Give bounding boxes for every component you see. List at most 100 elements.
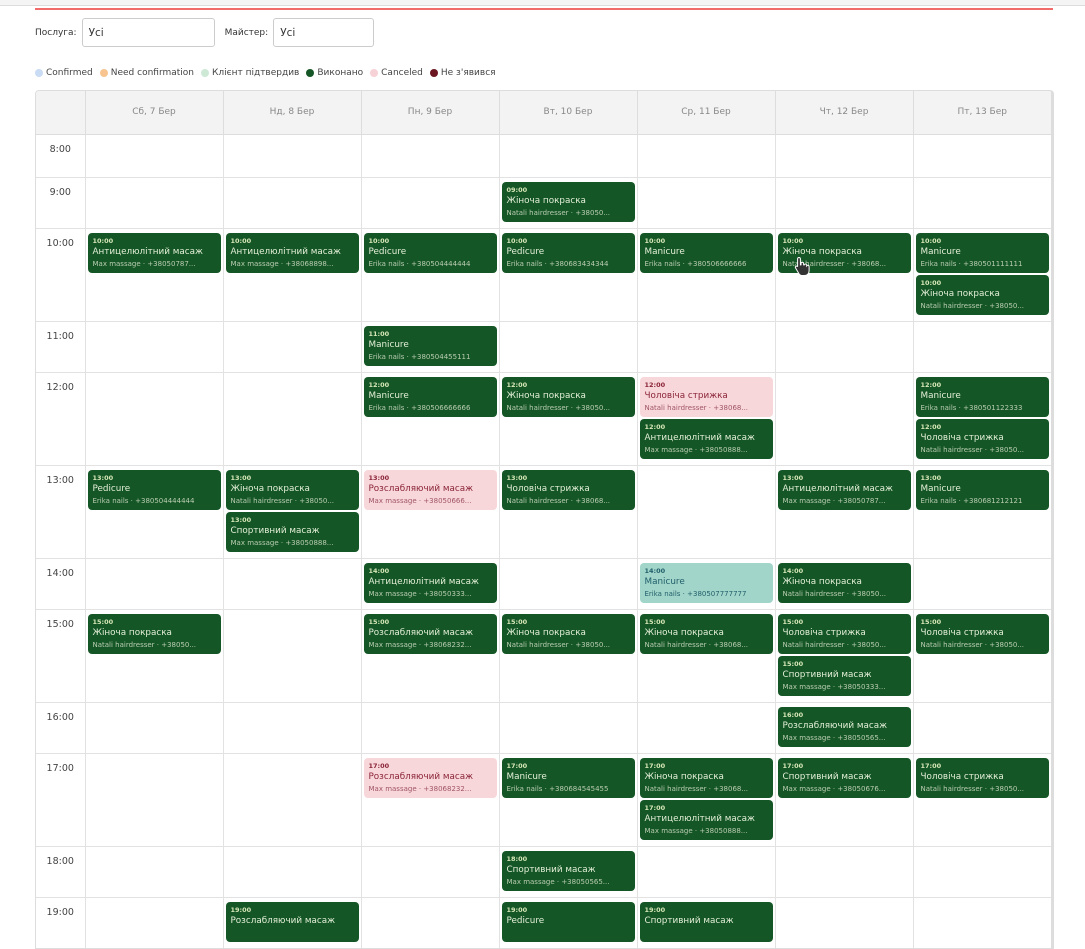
appointment-card[interactable]: 10:00 Manicure Erika nails · +380506666666 xyxy=(639,232,773,273)
calendar-slot[interactable] xyxy=(360,845,499,897)
calendar-slot[interactable] xyxy=(774,371,913,465)
calendar-slot[interactable] xyxy=(498,320,637,372)
calendar-slot[interactable] xyxy=(84,320,223,372)
service-filter-select[interactable]: Усі xyxy=(81,18,215,47)
calendar-slot[interactable]: 12:00 Manicure Erika nails · +380506666666 xyxy=(360,371,499,465)
calendar-slot[interactable] xyxy=(498,133,637,177)
calendar-slot[interactable]: 15:00 Розслабляючий масаж Max massage · +3… xyxy=(360,608,499,702)
calendar-slot[interactable]: 16:00 Розслабляючий масаж Max massage · +3… xyxy=(774,701,913,753)
calendar-slot[interactable] xyxy=(222,133,361,177)
calendar-slot[interactable]: 12:00 Чоловіча стрижка Natali hairdresser … xyxy=(636,371,775,465)
calendar-slot[interactable] xyxy=(84,845,223,897)
appointment-card[interactable]: 19:00 Спортивний масаж xyxy=(639,901,773,942)
calendar-slot[interactable] xyxy=(774,176,913,228)
calendar-slot[interactable] xyxy=(912,557,1051,609)
calendar-slot[interactable]: 13:00 Manicure Erika nails · +380681212121 xyxy=(912,464,1051,558)
calendar-slot[interactable]: 12:00 Manicure Erika nails · +380501122333… xyxy=(912,371,1051,465)
appointment-card[interactable]: 14:00 Антицелюлітний масаж Max massage · +… xyxy=(363,562,497,603)
calendar-slot[interactable] xyxy=(84,176,223,228)
appointment-card[interactable]: 13:00 Спортивний масаж Max massage · +3805… xyxy=(225,511,359,552)
calendar-slot[interactable] xyxy=(222,845,361,897)
appointment-card[interactable]: 15:00 Розслабляючий масаж Max massage · +3… xyxy=(363,613,497,654)
calendar-slot[interactable] xyxy=(912,701,1051,753)
appointment-card[interactable]: 12:00 Чоловіча стрижка Natali hairdresser … xyxy=(915,418,1049,459)
appointment-card[interactable]: 13:00 Manicure Erika nails · +380681212121 xyxy=(915,469,1049,510)
appointment-card[interactable]: 10:00 Жіноча покраска Natali hairdresser ·… xyxy=(915,274,1049,315)
calendar-slot[interactable] xyxy=(222,557,361,609)
calendar-slot[interactable]: 13:00 Чоловіча стрижка Natali hairdresser … xyxy=(498,464,637,558)
calendar-slot[interactable] xyxy=(774,133,913,177)
calendar-slot[interactable]: 15:00 Чоловіча стрижка Natali hairdresser … xyxy=(912,608,1051,702)
calendar-slot[interactable]: 19:00 Спортивний масаж xyxy=(636,896,775,948)
calendar-slot[interactable] xyxy=(774,320,913,372)
calendar-slot[interactable] xyxy=(774,896,913,948)
calendar-slot[interactable]: 10:00 Антицелюлітний масаж Max massage · +… xyxy=(84,227,223,321)
calendar-slot[interactable]: 09:00 Жіноча покраска Natali hairdresser ·… xyxy=(498,176,637,228)
calendar-slot[interactable]: 11:00 Manicure Erika nails · +380504455111 xyxy=(360,320,499,372)
appointment-card[interactable]: 10:00 Pedicure Erika nails · +380683434344 xyxy=(501,232,635,273)
calendar-slot[interactable] xyxy=(222,176,361,228)
appointment-card[interactable]: 17:00 Чоловіча стрижка Natali hairdresser … xyxy=(915,757,1049,798)
appointment-card[interactable]: 10:00 Антицелюлітний масаж Max massage · +… xyxy=(87,232,221,273)
calendar-slot[interactable]: 13:00 Антицелюлітний масаж Max massage · +… xyxy=(774,464,913,558)
appointment-card[interactable]: 12:00 Жіноча покраска Natali hairdresser ·… xyxy=(501,376,635,417)
appointment-card[interactable]: 18:00 Спортивний масаж Max massage · +3805… xyxy=(501,850,635,891)
appointment-card[interactable]: 14:00 Жіноча покраска Natali hairdresser ·… xyxy=(777,562,911,603)
calendar-slot[interactable]: 14:00 Manicure Erika nails · +380507777777 xyxy=(636,557,775,609)
calendar-slot[interactable]: 17:00 Manicure Erika nails · +380684545455 xyxy=(498,752,637,846)
calendar-slot[interactable]: 15:00 Жіноча покраска Natali hairdresser ·… xyxy=(498,608,637,702)
appointment-card[interactable]: 10:00 Pedicure Erika nails · +380504444444 xyxy=(363,232,497,273)
appointment-card[interactable]: 13:00 Чоловіча стрижка Natali hairdresser … xyxy=(501,469,635,510)
appointment-card[interactable]: 15:00 Чоловіча стрижка Natali hairdresser … xyxy=(777,613,911,654)
calendar-slot[interactable] xyxy=(84,896,223,948)
calendar-slot[interactable]: 15:00 Чоловіча стрижка Natali hairdresser … xyxy=(774,608,913,702)
calendar-slot[interactable] xyxy=(222,701,361,753)
appointment-card[interactable]: 10:00 Manicure Erika nails · +380501111111 xyxy=(915,232,1049,273)
calendar-slot[interactable] xyxy=(636,133,775,177)
calendar-slot[interactable] xyxy=(222,320,361,372)
appointment-card[interactable]: 19:00 Розслабляючий масаж xyxy=(225,901,359,942)
calendar-slot[interactable]: 17:00 Чоловіча стрижка Natali hairdresser … xyxy=(912,752,1051,846)
calendar-slot[interactable]: 19:00 Розслабляючий масаж xyxy=(222,896,361,948)
calendar-slot[interactable]: 12:00 Жіноча покраска Natali hairdresser ·… xyxy=(498,371,637,465)
appointment-card[interactable]: 15:00 Жіноча покраска Natali hairdresser ·… xyxy=(87,613,221,654)
appointment-card[interactable]: 15:00 Жіноча покраска Natali hairdresser ·… xyxy=(639,613,773,654)
appointment-card[interactable]: 14:00 Manicure Erika nails · +380507777777 xyxy=(639,562,773,603)
calendar-slot[interactable] xyxy=(84,371,223,465)
appointment-card[interactable]: 15:00 Жіноча покраска Natali hairdresser ·… xyxy=(501,613,635,654)
appointment-card[interactable]: 15:00 Спортивний масаж Max massage · +3805… xyxy=(777,655,911,696)
calendar-slot[interactable]: 10:00 Антицелюлітний масаж Max massage · +… xyxy=(222,227,361,321)
appointment-card[interactable]: 13:00 Pedicure Erika nails · +380504444444 xyxy=(87,469,221,510)
calendar-slot[interactable] xyxy=(84,752,223,846)
calendar-slot[interactable] xyxy=(912,176,1051,228)
calendar-slot[interactable] xyxy=(360,133,499,177)
calendar-slot[interactable] xyxy=(222,371,361,465)
calendar-slot[interactable] xyxy=(498,701,637,753)
appointment-card[interactable]: 12:00 Manicure Erika nails · +380501122333 xyxy=(915,376,1049,417)
calendar-slot[interactable] xyxy=(84,133,223,177)
appointment-card[interactable]: 12:00 Чоловіча стрижка Natali hairdresser … xyxy=(639,376,773,417)
calendar-slot[interactable]: 10:00 Manicure Erika nails · +380506666666 xyxy=(636,227,775,321)
calendar-slot[interactable]: 19:00 Pedicure xyxy=(498,896,637,948)
calendar-slot[interactable]: 13:00 Розслабляючий масаж Max massage · +3… xyxy=(360,464,499,558)
calendar-slot[interactable] xyxy=(912,896,1051,948)
calendar-slot[interactable] xyxy=(636,845,775,897)
appointment-card[interactable]: 13:00 Розслабляючий масаж Max massage · +3… xyxy=(363,469,497,510)
calendar-slot[interactable]: 15:00 Жіноча покраска Natali hairdresser ·… xyxy=(636,608,775,702)
appointment-card[interactable]: 11:00 Manicure Erika nails · +380504455111 xyxy=(363,325,497,366)
calendar-slot[interactable]: 17:00 Жіноча покраска Natali hairdresser ·… xyxy=(636,752,775,846)
calendar-slot[interactable] xyxy=(912,845,1051,897)
calendar-slot[interactable] xyxy=(636,320,775,372)
appointment-card[interactable]: 17:00 Жіноча покраска Natali hairdresser ·… xyxy=(639,757,773,798)
appointment-card[interactable]: 17:00 Спортивний масаж Max massage · +3805… xyxy=(777,757,911,798)
calendar-slot[interactable]: 10:00 Pedicure Erika nails · +380683434344 xyxy=(498,227,637,321)
calendar-slot[interactable] xyxy=(498,557,637,609)
appointment-card[interactable]: 17:00 Антицелюлітний масаж Max massage · +… xyxy=(639,799,773,840)
calendar-slot[interactable]: 18:00 Спортивний масаж Max massage · +3805… xyxy=(498,845,637,897)
calendar-slot[interactable]: 14:00 Жіноча покраска Natali hairdresser ·… xyxy=(774,557,913,609)
calendar-slot[interactable]: 14:00 Антицелюлітний масаж Max massage · +… xyxy=(360,557,499,609)
calendar-slot[interactable] xyxy=(84,701,223,753)
calendar-slot[interactable]: 17:00 Спортивний масаж Max massage · +3805… xyxy=(774,752,913,846)
appointment-card[interactable]: 17:00 Розслабляючий масаж Max massage · +3… xyxy=(363,757,497,798)
appointment-card[interactable]: 13:00 Антицелюлітний масаж Max massage · +… xyxy=(777,469,911,510)
